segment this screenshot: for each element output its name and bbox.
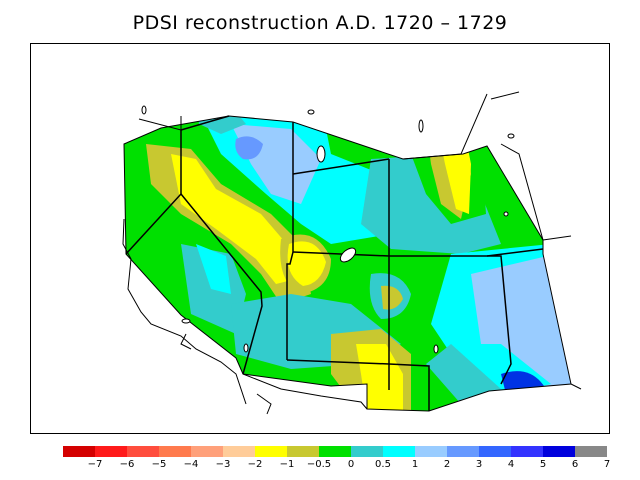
pdsi-map (122, 91, 582, 415)
color-legend (63, 446, 607, 457)
legend-tick-label: −1 (279, 459, 295, 470)
legend-tick-label: 0.5 (375, 459, 391, 470)
legend-tick-label: −7 (87, 459, 103, 470)
legend-swatch (319, 446, 351, 457)
legend-swatch (543, 446, 575, 457)
legend-swatch (255, 446, 287, 457)
legend-tick-label: 4 (507, 459, 515, 470)
legend-swatch (191, 446, 223, 457)
legend-tick-label: 5 (539, 459, 547, 470)
legend-tick-label: 0 (347, 459, 355, 470)
legend-tick-label: 2 (443, 459, 451, 470)
legend-swatch (287, 446, 319, 457)
legend-tick-label: 3 (475, 459, 483, 470)
coastlines (122, 91, 582, 415)
map-title: PDSI reconstruction A.D. 1720 – 1729 (132, 12, 508, 34)
legend-tick-label: −0.5 (306, 459, 332, 470)
legend-ticks: −7 −6 −5 −4 −3 −2 −1 −0.5 0 0.5 1 2 3 4 5 6 7 (0, 459, 640, 473)
legend-swatch (127, 446, 159, 457)
legend-swatch (415, 446, 447, 457)
legend-tick-label: 7 (603, 459, 611, 470)
legend-swatch (63, 446, 95, 457)
legend-tick-label: −6 (119, 459, 135, 470)
legend-swatch (383, 446, 415, 457)
legend-swatch (511, 446, 543, 457)
legend-tick-label: −2 (247, 459, 263, 470)
map-panel (30, 43, 610, 434)
legend-tick-label: 6 (571, 459, 579, 470)
legend-tick-label: −4 (183, 459, 199, 470)
state-boundaries (125, 115, 544, 411)
legend-tick-label: −3 (215, 459, 231, 470)
legend-swatch (95, 446, 127, 457)
legend-swatch (447, 446, 479, 457)
legend-swatch (575, 446, 607, 457)
lakes (141, 105, 515, 354)
legend-swatch (351, 446, 383, 457)
legend-swatch (479, 446, 511, 457)
legend-tick-label: 1 (411, 459, 419, 470)
legend-tick-label: −5 (151, 459, 167, 470)
legend-swatch (159, 446, 191, 457)
legend-swatch (223, 446, 255, 457)
